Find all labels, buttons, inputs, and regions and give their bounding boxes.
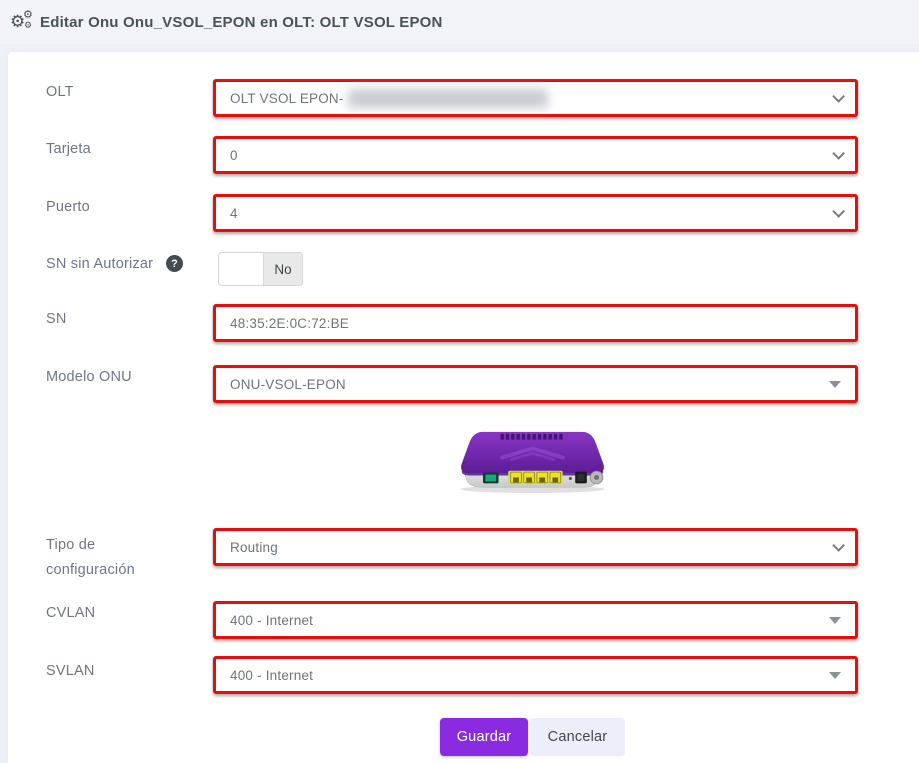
tipo-configuracion-value: Routing	[230, 539, 278, 555]
olt-value: OLT VSOL EPON-	[230, 90, 344, 106]
puerto-select[interactable]: 4	[213, 194, 858, 232]
redacted-text	[347, 88, 548, 108]
modelo-onu-select[interactable]: ONU-VSOL-EPON	[213, 365, 858, 403]
tipo-configuracion-select[interactable]: Routing	[213, 528, 858, 566]
tarjeta-select[interactable]: 0	[213, 136, 858, 174]
sn-input[interactable]	[213, 304, 858, 342]
caret-down-icon	[829, 671, 841, 679]
tarjeta-value: 0	[230, 147, 238, 163]
cvlan-label: CVLAN	[46, 605, 96, 621]
chevron-down-icon	[832, 146, 845, 160]
puerto-label: Puerto	[46, 199, 90, 215]
toggle-knob	[219, 253, 264, 285]
olt-label: OLT	[46, 84, 74, 100]
save-button[interactable]: Guardar	[440, 718, 528, 756]
sn-label: SN	[46, 311, 67, 327]
svlan-value: 400 - Internet	[230, 667, 314, 683]
cvlan-value: 400 - Internet	[230, 612, 314, 628]
svlan-label: SVLAN	[46, 663, 95, 679]
caret-down-icon	[829, 380, 841, 388]
puerto-value: 4	[230, 205, 238, 221]
tipo-configuracion-label: Tipo de configuración	[46, 537, 135, 578]
modelo-onu-label: Modelo ONU	[46, 369, 132, 385]
chevron-down-icon	[832, 538, 845, 552]
chevron-down-icon	[832, 204, 845, 218]
tarjeta-label: Tarjeta	[46, 141, 91, 157]
sn-sin-autorizar-label: SN sin Autorizar	[46, 256, 154, 272]
onu-device-image	[450, 426, 615, 496]
cvlan-select[interactable]: 400 - Internet	[213, 601, 858, 639]
cancel-button[interactable]: Cancelar	[530, 718, 625, 756]
olt-select[interactable]: OLT VSOL EPON-	[213, 79, 858, 117]
page-title: Editar Onu Onu_VSOL_EPON en OLT: OLT VSO…	[40, 13, 443, 31]
cogs-icon: ⚙ ⚙ ⚙	[10, 8, 33, 33]
caret-down-icon	[829, 616, 841, 624]
modelo-onu-value: ONU-VSOL-EPON	[230, 376, 346, 392]
sn-sin-autorizar-toggle[interactable]: No	[218, 252, 303, 286]
svlan-select[interactable]: 400 - Internet	[213, 656, 858, 694]
toggle-state-label: No	[274, 261, 292, 277]
page-header: ⚙ ⚙ ⚙ Editar Onu Onu_VSOL_EPON en OLT: O…	[0, 0, 919, 44]
question-circle-icon[interactable]: ?	[166, 255, 183, 272]
chevron-down-icon	[832, 89, 845, 103]
